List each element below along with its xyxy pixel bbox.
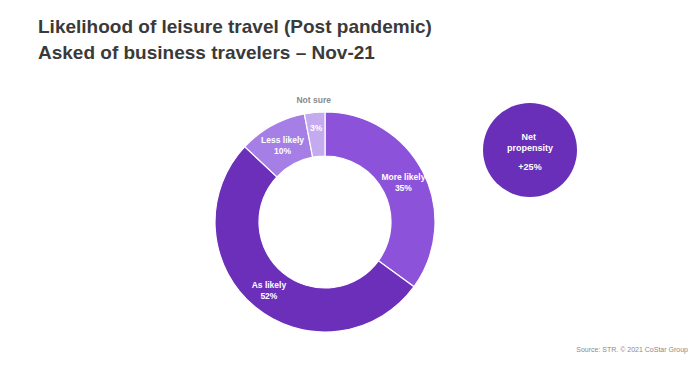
slices: [215, 112, 435, 332]
category-label: Less likely: [261, 135, 304, 145]
category-label: Not sure: [296, 95, 331, 105]
chart: Likelihood of leisure travel (Post pande…: [0, 0, 700, 367]
annotation-title-line: propensity: [507, 143, 553, 153]
annotation-title-line: Net: [521, 132, 538, 142]
labels: More likely35% As likely52% Less likely10%…: [252, 95, 426, 301]
annotation-text: +25%: [518, 162, 541, 172]
background: [0, 0, 700, 367]
data-label: 52%: [260, 291, 277, 301]
title: Likelihood of leisure travel (Post pande…: [38, 16, 432, 37]
annotation-circle: [483, 103, 577, 197]
source: Source: STR. © 2021 CoStar Group: [576, 346, 688, 354]
slice: [325, 112, 435, 287]
slice: [304, 112, 325, 157]
annotation-title: Net propensity: [507, 132, 553, 153]
data-label: 35%: [395, 183, 412, 193]
category-label: More likely: [381, 172, 425, 182]
data-label: 10%: [274, 146, 291, 156]
subtitle: Asked of business travelers – Nov-21: [38, 42, 375, 63]
slice: [245, 114, 313, 177]
data-label: 3%: [310, 123, 323, 133]
category-label: As likely: [252, 280, 287, 290]
